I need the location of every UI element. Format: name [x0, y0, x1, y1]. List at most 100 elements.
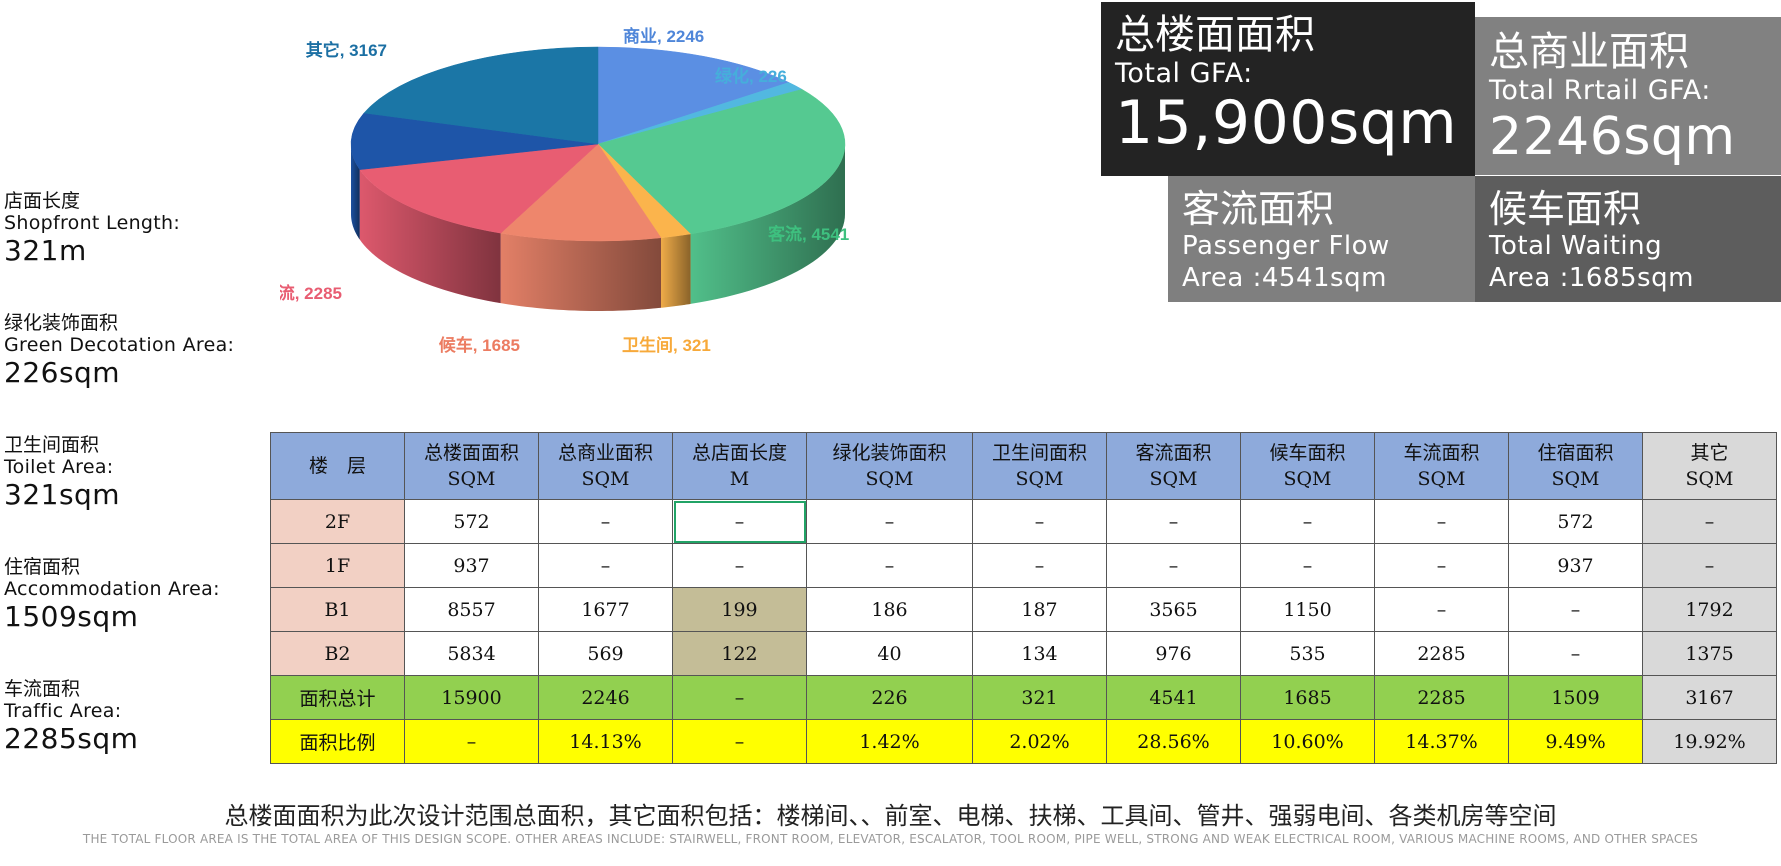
table-cell[interactable]: 186: [806, 587, 973, 632]
header-label: 总商业面积: [557, 442, 653, 464]
table-cell[interactable]: 321: [972, 675, 1107, 720]
table-cell[interactable]: –: [1642, 499, 1777, 544]
table-cell[interactable]: –: [1508, 587, 1643, 632]
table-cell[interactable]: 187: [972, 587, 1107, 632]
table-cell[interactable]: 226: [806, 675, 973, 720]
table-cell[interactable]: 976: [1106, 631, 1241, 676]
table-cell[interactable]: 8557: [404, 587, 539, 632]
table-cell[interactable]: 14.13%: [538, 719, 673, 764]
table-cell[interactable]: 9.49%: [1508, 719, 1643, 764]
stat-value: 2285sqm: [4, 722, 139, 755]
table-cell[interactable]: 1.42%: [806, 719, 973, 764]
table-cell[interactable]: –: [538, 543, 673, 588]
pie-side-shade-4: [500, 233, 662, 311]
header-passenger-area[interactable]: 客流面积 SQM: [1106, 432, 1241, 500]
table-cell[interactable]: 19.92%: [1642, 719, 1777, 764]
table-cell[interactable]: –: [1642, 543, 1777, 588]
table-cell[interactable]: 937: [1508, 543, 1643, 588]
table-cell[interactable]: 122: [672, 631, 807, 676]
table-cell[interactable]: 199: [672, 587, 807, 632]
table-cell[interactable]: 1150: [1240, 587, 1375, 632]
table-cell[interactable]: –: [1240, 499, 1375, 544]
table-cell[interactable]: –: [972, 543, 1107, 588]
pie-data-label: 卫生间, 321: [622, 335, 711, 355]
table-cell[interactable]: 28.56%: [1106, 719, 1241, 764]
cell-floor[interactable]: B1: [270, 587, 405, 632]
table-cell[interactable]: –: [1508, 631, 1643, 676]
table-cell[interactable]: –: [404, 719, 539, 764]
header-total-gfa[interactable]: 总楼面面积 SQM: [404, 432, 539, 500]
header-unit: SQM: [447, 468, 496, 490]
table-cell[interactable]: 2.02%: [972, 719, 1107, 764]
table-cell[interactable]: –: [538, 499, 673, 544]
table-cell[interactable]: 1677: [538, 587, 673, 632]
header-unit: SQM: [1685, 468, 1734, 490]
stat-label-en: Shopfront Length:: [4, 212, 181, 234]
header-unit: SQM: [865, 468, 914, 490]
table-cell[interactable]: –: [672, 675, 807, 720]
pie-side-shade-2: [690, 144, 845, 304]
header-other-area[interactable]: 其它 SQM: [1642, 432, 1777, 500]
table-cell[interactable]: 4541: [1106, 675, 1241, 720]
total-gfa-box: 总楼面面积 Total GFA: 15,900sqm: [1101, 2, 1475, 176]
table-cell[interactable]: –: [1374, 499, 1509, 544]
total-retail-title-en: Total Rrtail GFA:: [1489, 75, 1711, 106]
table-cell[interactable]: 3565: [1106, 587, 1241, 632]
header-green-area[interactable]: 绿化装饰面积 SQM: [806, 432, 973, 500]
header-waiting-area[interactable]: 候车面积 SQM: [1240, 432, 1375, 500]
table-cell[interactable]: –: [1106, 543, 1241, 588]
cell-floor[interactable]: 2F: [270, 499, 405, 544]
table-cell[interactable]: –: [806, 499, 973, 544]
table-cell[interactable]: 1375: [1642, 631, 1777, 676]
header-toilet-area[interactable]: 卫生间面积 SQM: [972, 432, 1107, 500]
table-cell[interactable]: 535: [1240, 631, 1375, 676]
table-cell[interactable]: 10.60%: [1240, 719, 1375, 764]
header-traffic-area[interactable]: 车流面积 SQM: [1374, 432, 1509, 500]
table-cell[interactable]: 15900: [404, 675, 539, 720]
cell-floor[interactable]: 1F: [270, 543, 405, 588]
table-cell[interactable]: 134: [972, 631, 1107, 676]
table-cell[interactable]: 2285: [1374, 675, 1509, 720]
table-cell[interactable]: 14.37%: [1374, 719, 1509, 764]
table-cell[interactable]: 569: [538, 631, 673, 676]
table-cell[interactable]: –: [672, 719, 807, 764]
header-shopfront-length[interactable]: 总店面长度 M: [672, 432, 807, 500]
table-total-row: 面积总计 15900 2246 – 226 321 4541 1685 2285…: [270, 675, 1777, 720]
header-floor[interactable]: 楼 层: [270, 432, 405, 500]
cell-total-label[interactable]: 面积总计: [270, 675, 405, 720]
table-cell[interactable]: 572: [1508, 499, 1643, 544]
table-cell[interactable]: 40: [806, 631, 973, 676]
table-cell[interactable]: 1509: [1508, 675, 1643, 720]
pie-slice-其它: [363, 46, 599, 145]
table-cell[interactable]: –: [1106, 499, 1241, 544]
stat-label-en: Accommodation Area:: [4, 578, 220, 600]
footer-note-en: THE TOTAL FLOOR AREA IS THE TOTAL AREA O…: [82, 832, 1699, 846]
table-cell[interactable]: –: [1374, 543, 1509, 588]
table-cell[interactable]: 1792: [1642, 587, 1777, 632]
pie-side-shade-6: [351, 144, 360, 240]
table-cell[interactable]: 937: [404, 543, 539, 588]
table-cell[interactable]: 2246: [538, 675, 673, 720]
table-cell[interactable]: 572: [404, 499, 539, 544]
table-cell[interactable]: –: [806, 543, 973, 588]
table-cell[interactable]: 1685: [1240, 675, 1375, 720]
table-cell-selected[interactable]: –: [672, 499, 807, 544]
cell-ratio-label[interactable]: 面积比例: [270, 719, 405, 764]
table-cell[interactable]: –: [972, 499, 1107, 544]
header-retail-area[interactable]: 总商业面积 SQM: [538, 432, 673, 500]
table-cell[interactable]: –: [1374, 587, 1509, 632]
table-header-row: 楼 层 总楼面面积 SQM 总商业面积 SQM 总店面长度 M 绿化装饰面积 SQM 卫…: [270, 432, 1777, 500]
cell-floor[interactable]: B2: [270, 631, 405, 676]
table-cell[interactable]: 2285: [1374, 631, 1509, 676]
stat-label-en: Green Decotation Area:: [4, 334, 235, 356]
table-cell[interactable]: 3167: [1642, 675, 1777, 720]
header-accommodation-area[interactable]: 住宿面积 SQM: [1508, 432, 1643, 500]
header-label: 总楼面面积: [423, 442, 519, 464]
header-label: 绿化装饰面积: [832, 442, 947, 464]
stat-label-zh: 住宿面积: [4, 556, 81, 578]
stat-value: 321sqm: [4, 478, 121, 511]
table-cell[interactable]: –: [672, 543, 807, 588]
table-cell[interactable]: –: [1240, 543, 1375, 588]
table-cell[interactable]: 5834: [404, 631, 539, 676]
pie-side-shade-3: [661, 233, 691, 308]
